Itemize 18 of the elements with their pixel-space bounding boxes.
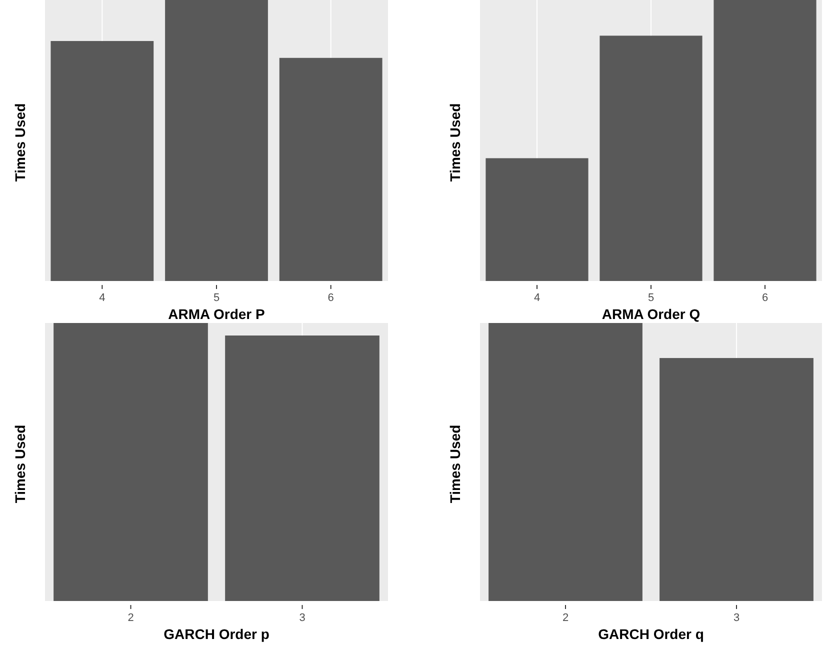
x-axis-title: ARMA Order P [168,306,265,322]
x-axis-title: GARCH Order p [164,626,270,642]
y-axis-title: Times Used [447,103,463,182]
y-axis-title: Times Used [12,103,28,182]
x-tick-label: 6 [762,292,768,304]
x-axis-title: GARCH Order q [598,626,704,642]
x-axis-title: ARMA Order Q [602,306,700,322]
x-tick-label: 3 [733,612,740,624]
x-tick-label: 6 [328,292,334,304]
x-tick-label: 4 [99,292,106,304]
x-tick-label: 5 [213,292,220,304]
y-axis-title: Times Used [447,424,463,504]
x-tick-label: 2 [562,612,569,624]
x-tick-label: 4 [534,292,540,304]
x-tick-label: 2 [128,612,134,624]
x-tick-label: 5 [648,292,654,304]
y-axis-title: Times Used [12,424,28,504]
x-tick-label: 3 [299,612,306,624]
